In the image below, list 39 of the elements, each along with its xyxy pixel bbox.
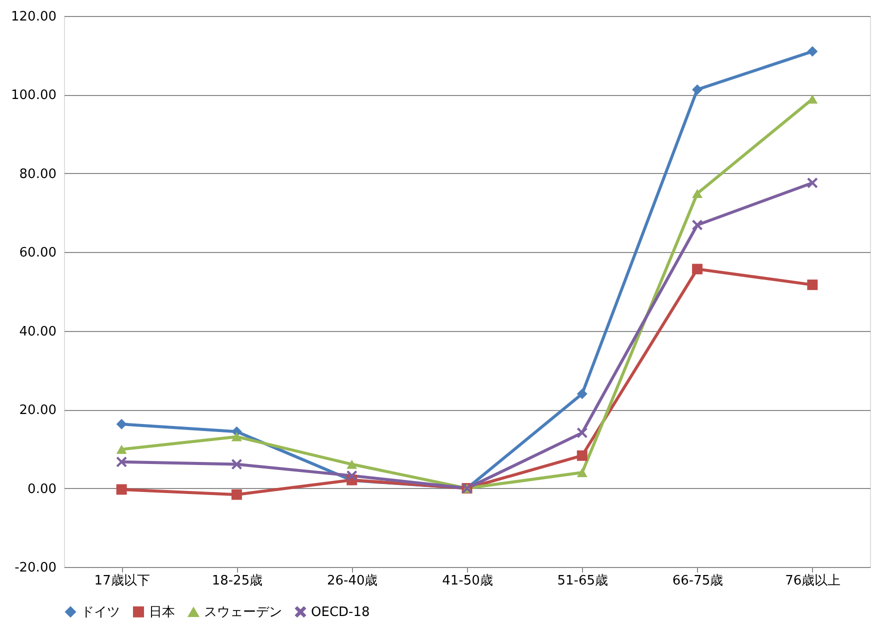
y-tick-label: 120.00 bbox=[11, 10, 56, 24]
point bbox=[231, 489, 242, 500]
point bbox=[116, 444, 127, 454]
y-tick-label: 60.00 bbox=[19, 246, 56, 261]
y-tick-label: 100.00 bbox=[11, 88, 56, 104]
x-tick-label: 66-75歳 bbox=[672, 574, 724, 588]
x-tick-label: 17歳以下 bbox=[94, 574, 150, 588]
x-tick-label: 26-40歳 bbox=[326, 574, 378, 588]
point bbox=[116, 418, 127, 430]
point bbox=[692, 84, 703, 95]
point bbox=[576, 450, 588, 461]
point bbox=[116, 456, 127, 468]
point bbox=[231, 432, 242, 442]
point bbox=[576, 388, 588, 400]
point bbox=[346, 470, 358, 481]
legend-label: 日本 bbox=[149, 604, 175, 620]
point bbox=[692, 220, 703, 230]
x-tick-label: 18-25歳 bbox=[212, 574, 263, 588]
point bbox=[576, 468, 588, 478]
legend-label: スウェーデン bbox=[204, 605, 282, 620]
y-tick-label: -20.00 bbox=[14, 560, 56, 576]
legend-label: ドイツ bbox=[81, 604, 120, 620]
point bbox=[576, 428, 588, 438]
legend-label: OECD-18 bbox=[311, 604, 370, 620]
x-tick-label: 76歳以上 bbox=[785, 574, 841, 588]
point bbox=[807, 178, 818, 188]
point bbox=[231, 459, 242, 470]
point bbox=[692, 188, 703, 198]
x-tick-label: 41-50歳 bbox=[442, 574, 493, 588]
y-tick-label: 0.00 bbox=[28, 482, 56, 497]
point bbox=[807, 46, 818, 57]
y-tick-label: 40.00 bbox=[19, 324, 56, 340]
y-tick-label: 80.00 bbox=[19, 166, 56, 182]
point bbox=[116, 484, 127, 495]
point bbox=[807, 280, 818, 290]
x-tick-label: 51-65歳 bbox=[557, 574, 608, 588]
y-tick-label: 20.00 bbox=[19, 403, 56, 418]
point bbox=[346, 460, 358, 469]
point bbox=[692, 264, 703, 274]
